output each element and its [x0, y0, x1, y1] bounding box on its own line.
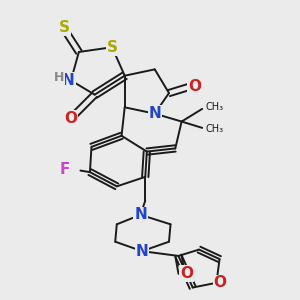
Text: N: N: [136, 244, 148, 259]
Text: F: F: [59, 162, 70, 177]
Text: H: H: [54, 71, 64, 84]
Text: N: N: [134, 207, 147, 222]
Text: O: O: [188, 79, 201, 94]
Text: S: S: [106, 40, 118, 55]
Text: O: O: [214, 275, 227, 290]
Text: O: O: [180, 266, 193, 281]
Text: S: S: [59, 20, 70, 35]
Text: O: O: [64, 111, 77, 126]
Text: CH₃: CH₃: [205, 102, 224, 112]
Text: N: N: [62, 73, 75, 88]
Text: CH₃: CH₃: [205, 124, 224, 134]
Text: N: N: [148, 106, 161, 121]
